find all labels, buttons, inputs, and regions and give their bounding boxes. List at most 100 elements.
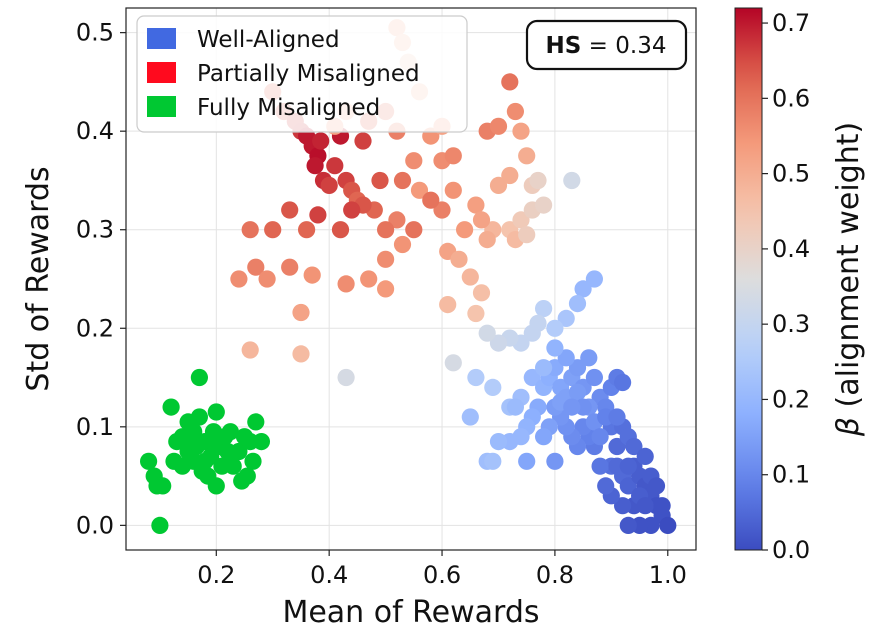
- plot-frame: [125, 7, 697, 551]
- data-point: [461, 268, 479, 286]
- data-point: [354, 132, 372, 150]
- data-point: [568, 295, 587, 313]
- legend-swatch: [147, 96, 176, 117]
- colorbar-tick-label: 0.5: [772, 160, 810, 188]
- y-tick-label: 0.0: [76, 511, 114, 539]
- data-point: [312, 132, 330, 150]
- y-axis-ticks: 0.0 0.1 0.2 0.3 0.4 0.5: [76, 19, 126, 539]
- colorbar-label-symbol: β: [831, 417, 866, 437]
- data-point: [546, 339, 564, 357]
- data-point: [405, 152, 423, 170]
- data-point: [557, 309, 575, 327]
- data-point: [377, 221, 395, 239]
- hs-annotation-box: [525, 19, 688, 71]
- data-point: [207, 477, 225, 495]
- data-point: [456, 221, 474, 239]
- data-point: [207, 403, 225, 421]
- data-point: [154, 477, 172, 495]
- data-point: [179, 433, 197, 451]
- data-point: [506, 398, 524, 416]
- data-point: [309, 206, 327, 224]
- data-point: [614, 497, 632, 515]
- data-point: [281, 258, 299, 276]
- data-point: [337, 275, 355, 293]
- data-point: [190, 368, 208, 387]
- data-point: [608, 437, 626, 456]
- y-tick-label: 0.2: [76, 314, 114, 342]
- data-point: [320, 176, 338, 194]
- data-point: [489, 334, 508, 352]
- data-point: [512, 211, 530, 229]
- y-tick-label: 0.5: [76, 19, 114, 47]
- colorbar-label-rest: (alignment weight): [831, 122, 866, 417]
- legend-label: Partially Misaligned: [197, 61, 420, 87]
- data-point: [608, 408, 626, 426]
- data-point: [393, 235, 412, 254]
- x-tick-label: 0.8: [536, 561, 574, 589]
- data-point: [614, 373, 632, 392]
- hs-annotation-bold: HS: [546, 33, 582, 59]
- data-point: [597, 477, 615, 495]
- data-point: [574, 280, 592, 298]
- colorbar-tick-label: 0.1: [772, 461, 810, 489]
- data-point: [484, 452, 502, 470]
- data-point: [224, 457, 242, 475]
- data-point: [281, 201, 299, 219]
- data-point: [264, 221, 282, 239]
- data-point: [580, 349, 598, 367]
- data-point: [518, 147, 536, 165]
- data-point: [591, 457, 609, 475]
- data-point: [230, 442, 248, 461]
- data-point: [546, 452, 564, 470]
- data-point: [478, 231, 496, 249]
- data-point: [221, 423, 239, 441]
- data-point: [247, 258, 265, 276]
- data-point: [535, 428, 553, 446]
- data-point: [472, 211, 491, 229]
- data-point: [529, 171, 547, 190]
- legend-label: Fully Misaligned: [197, 95, 380, 121]
- data-point: [568, 383, 587, 401]
- data-point: [247, 413, 265, 431]
- data-point: [647, 477, 666, 495]
- hs-annotation: HS = 0.34: [525, 19, 688, 71]
- colorbar-tick-label: 0.0: [772, 536, 810, 564]
- data-point: [343, 201, 361, 219]
- legend: Well-Aligned Partially Misaligned Fully Mi…: [136, 15, 468, 133]
- data-point: [377, 280, 395, 298]
- data-point: [563, 398, 581, 416]
- data-point: [393, 171, 412, 190]
- data-point: [557, 349, 575, 367]
- data-point: [512, 122, 530, 140]
- data-point: [377, 250, 395, 268]
- data-point: [518, 452, 536, 470]
- y-tick-label: 0.1: [76, 413, 114, 441]
- data-point: [585, 368, 604, 387]
- data-point: [636, 497, 654, 515]
- legend-label: Well-Aligned: [197, 27, 340, 53]
- data-point: [461, 408, 479, 426]
- data-point: [244, 452, 262, 470]
- x-axis-ticks: 0.2 0.4 0.6 0.8 1.0: [197, 550, 687, 589]
- data-point: [484, 378, 502, 396]
- data-point: [619, 516, 637, 535]
- data-point: [444, 181, 462, 199]
- data-point: [625, 437, 643, 456]
- data-point: [568, 359, 587, 377]
- data-point: [472, 284, 491, 302]
- data-point: [292, 303, 310, 322]
- data-point: [433, 201, 451, 219]
- data-point: [450, 250, 468, 268]
- data-point: [489, 176, 508, 194]
- data-point: [241, 341, 259, 359]
- x-tick-label: 0.6: [423, 561, 461, 589]
- colorbar-tick-label: 0.6: [772, 84, 810, 112]
- data-point: [653, 497, 671, 515]
- data-point: [298, 221, 316, 239]
- data-point: [619, 477, 637, 495]
- data-point: [258, 270, 276, 288]
- data-point: [478, 324, 496, 342]
- data-point: [489, 117, 508, 135]
- data-point: [252, 433, 270, 451]
- data-point: [410, 181, 429, 199]
